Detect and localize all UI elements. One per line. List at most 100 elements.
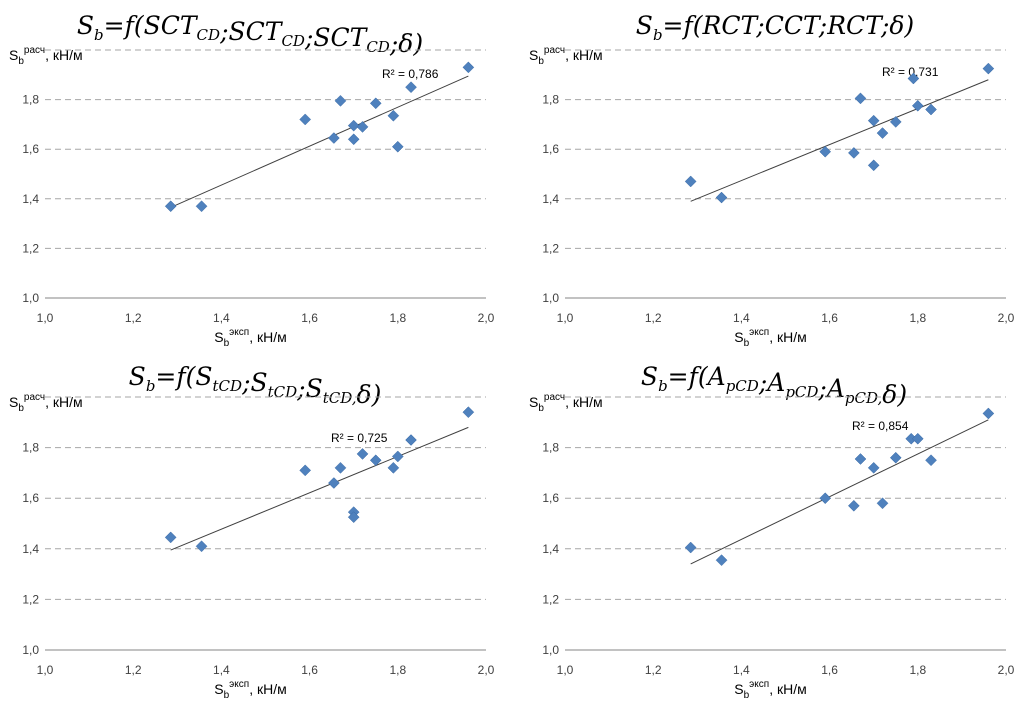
x-tick-label: 1,0 bbox=[557, 663, 574, 677]
title-argument: S bbox=[251, 368, 268, 397]
data-point bbox=[299, 464, 312, 477]
y-tick-label: 1,0 bbox=[542, 643, 559, 657]
y-label-unit: , кН/м bbox=[565, 394, 603, 410]
y-tick-label: 1,6 bbox=[542, 142, 559, 156]
data-point bbox=[684, 175, 697, 188]
title-argument-subscript: pCD bbox=[785, 383, 818, 401]
y-tick-label: 1,2 bbox=[22, 592, 39, 606]
x-tick-label: 2,0 bbox=[998, 663, 1015, 677]
title-function: =f( bbox=[663, 11, 704, 40]
x-axis-label: Sbэксп, кН/м bbox=[734, 327, 806, 349]
chart-title: Sb=f(SCTCD;SCTCD;SCTCD;δ) bbox=[77, 11, 423, 58]
data-point bbox=[356, 121, 369, 133]
title-separator: ; bbox=[880, 11, 889, 40]
x-label-symbol: S bbox=[734, 329, 743, 345]
title-separator: ; bbox=[817, 374, 826, 403]
title-closing: δ) bbox=[882, 380, 907, 409]
title-separator: ; bbox=[296, 374, 305, 403]
x-label-unit: , кН/м bbox=[249, 681, 287, 697]
data-point bbox=[876, 127, 889, 139]
title-symbol: S bbox=[636, 11, 653, 40]
y-label-superscript: расч bbox=[24, 45, 45, 56]
chart-panel-2: Sb=f(RCT;CCT;RCT;δ) 1,0 1,2 1,4 1,6 1,8 1,0 1,2… bbox=[512, 0, 1024, 351]
data-point bbox=[328, 132, 340, 144]
title-argument: A bbox=[706, 362, 726, 391]
title-argument-subscript: CD bbox=[366, 38, 390, 56]
data-point bbox=[907, 72, 920, 85]
data-point bbox=[876, 497, 889, 510]
x-tick-label: 1,8 bbox=[909, 311, 926, 325]
title-argument-subscript: pCD, bbox=[845, 389, 882, 407]
data-point bbox=[867, 461, 880, 474]
title-argument-subscript: tCD bbox=[213, 377, 243, 395]
data-point bbox=[347, 511, 360, 524]
data-point bbox=[889, 451, 902, 464]
title-argument-subscript: CD bbox=[197, 26, 221, 44]
r-squared-label: R² = 0,731 bbox=[882, 65, 939, 79]
y-tick-label: 1,0 bbox=[22, 643, 39, 657]
data-point bbox=[854, 453, 867, 465]
data-point bbox=[684, 541, 697, 554]
x-label-symbol: S bbox=[214, 329, 223, 345]
chart-title: Sb=f(RCT;CCT;RCT;δ) bbox=[636, 11, 914, 44]
y-axis-label: Sbрасч, кН/м bbox=[9, 392, 83, 414]
data-point bbox=[347, 119, 360, 132]
title-separator: ; bbox=[389, 29, 398, 58]
x-axis-label: Sbэксп, кН/м bbox=[214, 327, 286, 349]
data-point bbox=[925, 454, 937, 467]
y-label-symbol: S bbox=[9, 394, 18, 410]
data-point bbox=[911, 432, 924, 445]
y-axis-label: Sbрасч, кН/м bbox=[9, 45, 83, 67]
x-tick-label: 1,6 bbox=[821, 663, 838, 677]
x-tick-label: 1,2 bbox=[645, 663, 662, 677]
x-tick-label: 1,6 bbox=[821, 311, 838, 325]
data-point bbox=[356, 448, 369, 460]
x-label-symbol: S bbox=[734, 681, 743, 697]
data-point bbox=[334, 461, 347, 474]
x-tick-label: 1,0 bbox=[37, 663, 54, 677]
x-label-subscript: b bbox=[744, 690, 750, 701]
title-symbol-subscript: b bbox=[146, 377, 156, 395]
title-separator: ; bbox=[304, 23, 313, 52]
y-tick-label: 1,0 bbox=[542, 291, 559, 305]
y-label-subscript: b bbox=[538, 56, 544, 67]
title-argument: SCT bbox=[229, 17, 284, 46]
data-point bbox=[854, 92, 867, 105]
data-point bbox=[334, 94, 347, 107]
chart-panel-1: Sb=f(SCTCD;SCTCD;SCTCD;δ) 1,0 1,2 1,4 1,6 1,8… bbox=[0, 0, 512, 351]
x-tick-label: 1,4 bbox=[213, 311, 230, 325]
x-tick-label: 1,6 bbox=[301, 311, 318, 325]
title-symbol: S bbox=[129, 362, 146, 391]
x-axis-label: Sbэксп, кН/м bbox=[214, 679, 286, 701]
data-point bbox=[405, 81, 417, 94]
data-point bbox=[867, 159, 880, 172]
title-argument: SCT bbox=[313, 23, 368, 52]
y-label-symbol: S bbox=[529, 394, 538, 410]
trendline bbox=[170, 426, 469, 551]
chart-panel-3: Sb=f(StCD;StCD;StCD,δ) 1,0 1,2 1,4 1,6 1,8 1,0… bbox=[0, 351, 512, 702]
x-label-superscript: эксп bbox=[749, 327, 769, 338]
y-label-unit: , кН/м bbox=[45, 47, 83, 63]
title-argument-subscript: tCD bbox=[268, 383, 298, 401]
title-function: =f( bbox=[668, 362, 709, 391]
data-point bbox=[867, 114, 880, 127]
x-tick-label: 2,0 bbox=[998, 311, 1015, 325]
title-separator: ; bbox=[818, 11, 827, 40]
chart-svg: Sb=f(StCD;StCD;StCD,δ)1,01,21,41,61,81,0… bbox=[9, 362, 495, 701]
r-squared-label: R² = 0,725 bbox=[331, 431, 388, 445]
x-label-superscript: эксп bbox=[229, 327, 249, 338]
data-point bbox=[195, 540, 208, 553]
x-label-unit: , кН/м bbox=[769, 329, 807, 345]
r-squared-label: R² = 0,854 bbox=[852, 419, 909, 433]
y-tick-label: 1,0 bbox=[22, 291, 39, 305]
y-tick-label: 1,2 bbox=[542, 241, 559, 255]
title-symbol-subscript: b bbox=[658, 377, 668, 395]
y-label-subscript: b bbox=[18, 403, 24, 414]
title-argument: SCT bbox=[144, 11, 199, 40]
x-tick-label: 2,0 bbox=[478, 663, 495, 677]
x-tick-label: 1,8 bbox=[389, 663, 406, 677]
data-point bbox=[982, 62, 995, 75]
y-tick-label: 1,6 bbox=[22, 142, 39, 156]
x-label-subscript: b bbox=[224, 690, 230, 701]
title-closing: δ) bbox=[398, 29, 423, 58]
